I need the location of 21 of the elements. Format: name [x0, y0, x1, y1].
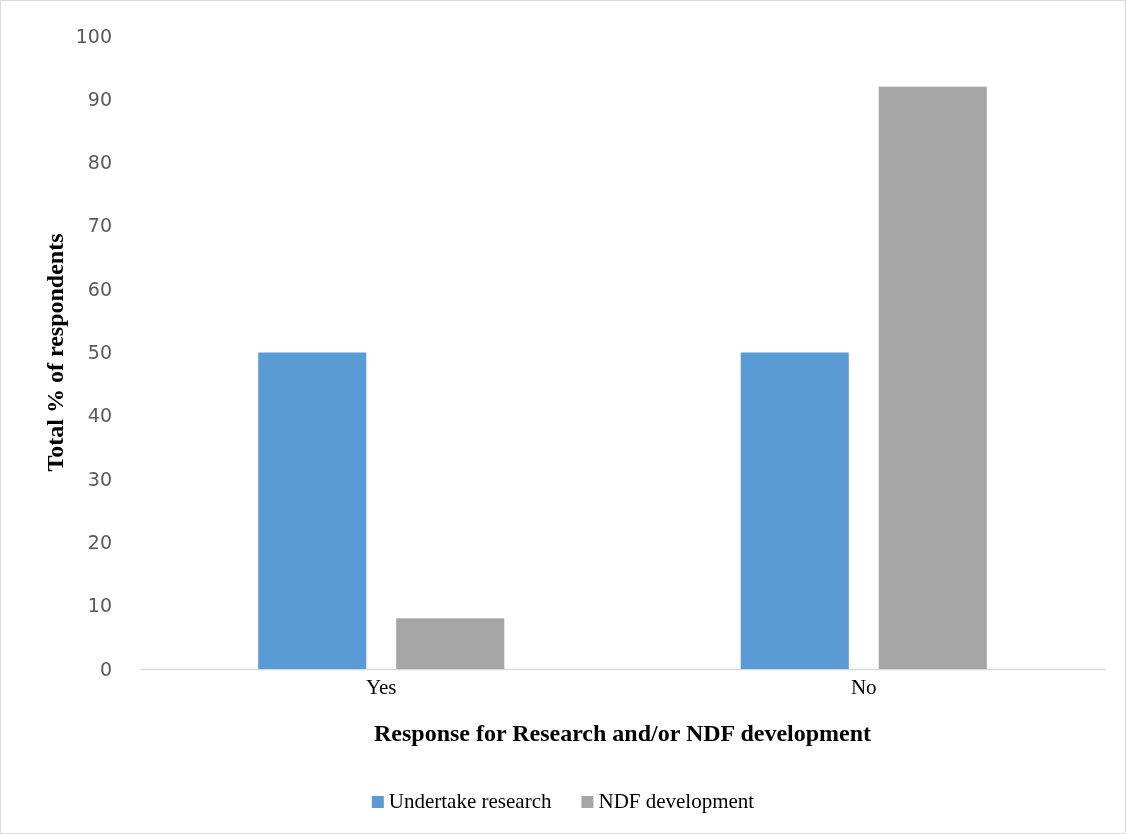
y-tick-label: 10: [87, 594, 112, 617]
y-tick-label: 70: [87, 214, 112, 237]
y-tick-label: 100: [75, 24, 112, 47]
y-tick-label: 60: [87, 277, 112, 300]
legend-label: Undertake research: [388, 789, 552, 813]
y-tick-label: 20: [87, 530, 112, 553]
bar: [878, 86, 987, 669]
x-tick-label: No: [850, 674, 877, 699]
y-axis-title: Total % of respondents: [42, 233, 68, 472]
legend-label: NDF development: [598, 789, 755, 813]
y-tick-label: 30: [87, 467, 112, 490]
bar: [396, 618, 505, 669]
x-axis-title: Response for Research and/or NDF development: [373, 720, 872, 746]
y-tick-label: 0: [99, 657, 112, 680]
y-tick-label: 50: [87, 341, 112, 364]
bar: [740, 352, 849, 669]
y-tick-label: 90: [87, 87, 112, 110]
bar: [258, 352, 367, 669]
y-tick-label: 40: [87, 404, 112, 427]
y-tick-label: 80: [87, 151, 112, 174]
x-tick-label: Yes: [365, 674, 397, 699]
